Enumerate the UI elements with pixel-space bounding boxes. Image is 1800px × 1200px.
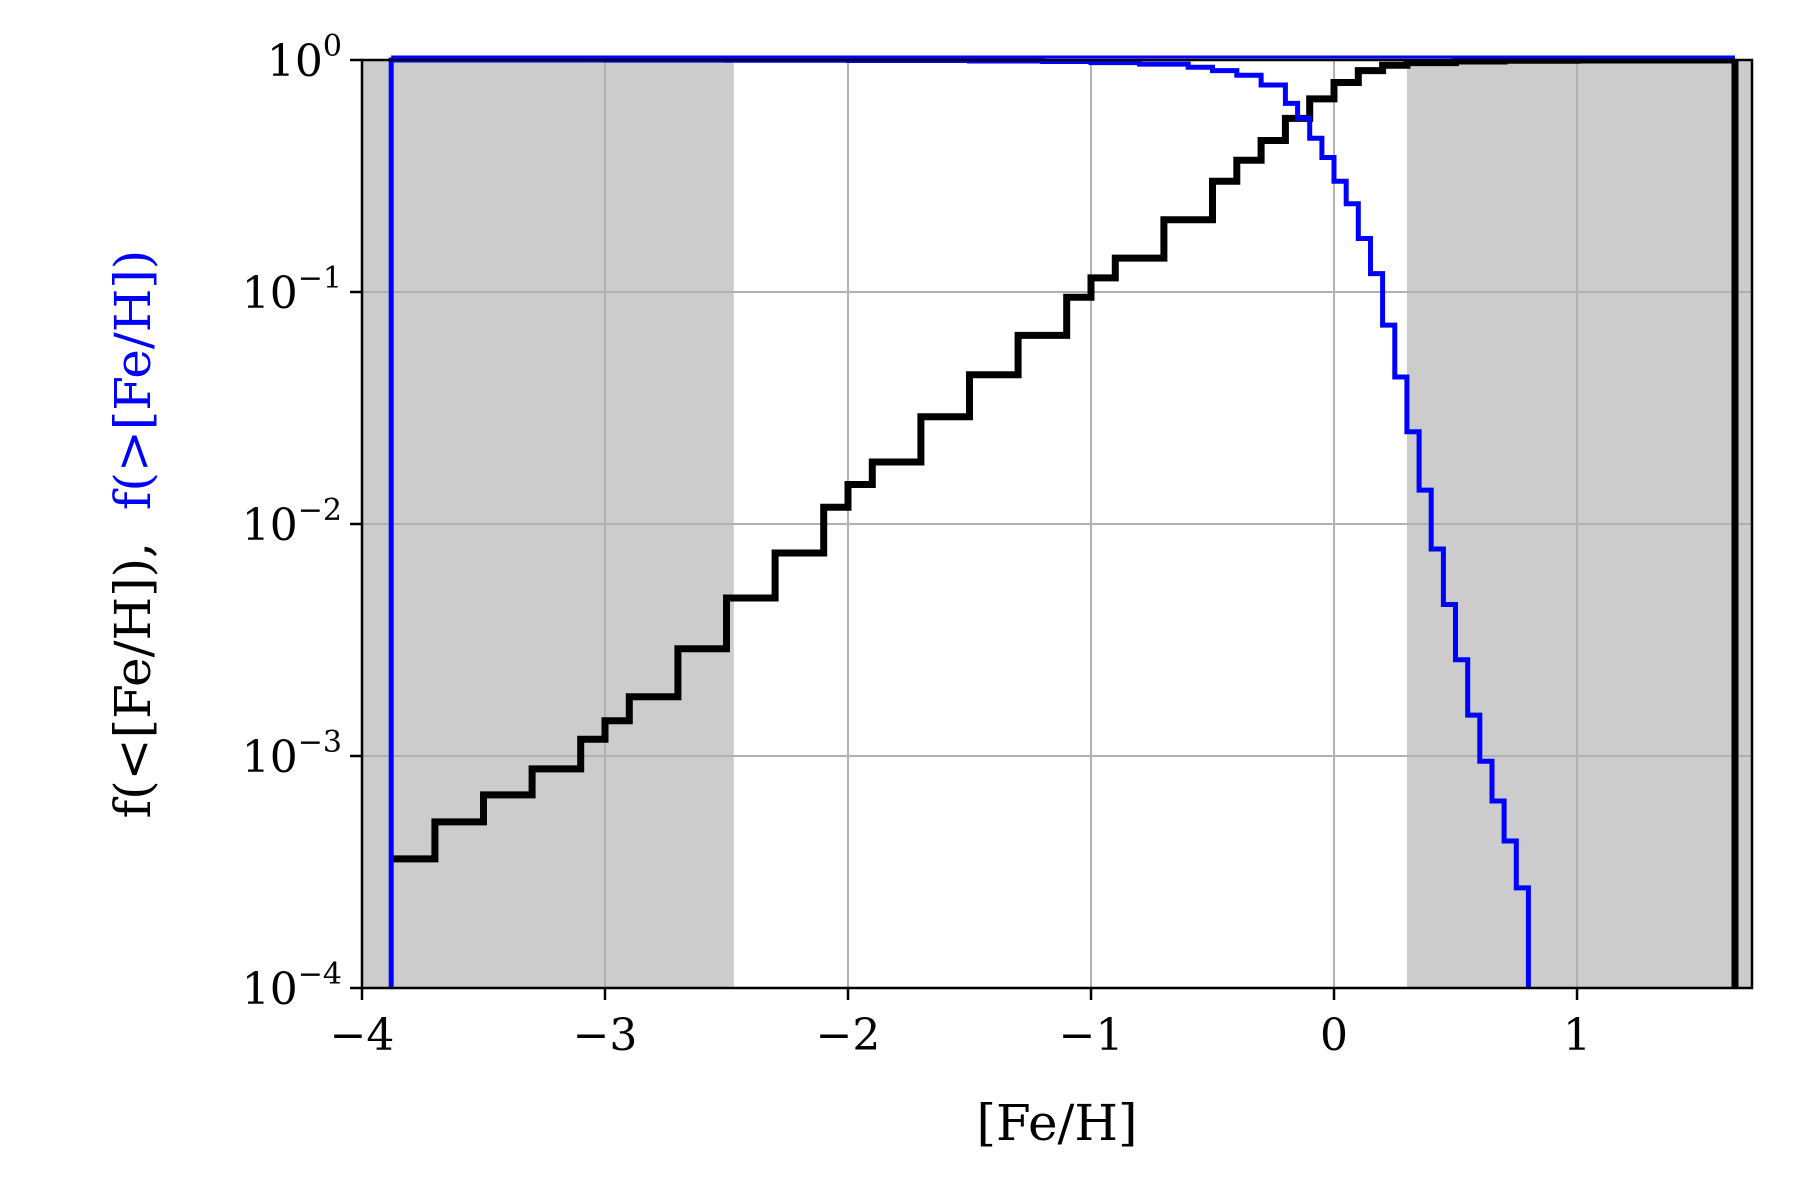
y-axis-label: f(<[Fe/H]), f(>[Fe/H]) [104, 250, 162, 819]
y-ticks: 100 10−1 10−2 10−3 10−4 [242, 29, 362, 1015]
y-axis-label-cumulative-above: f(>[Fe/H]) [104, 250, 162, 510]
y-tick-label: 10−4 [242, 957, 342, 1015]
x-tick-label: −1 [1059, 1010, 1124, 1061]
y-axis-label-cumulative-below: f(<[Fe/H]), [104, 542, 162, 818]
x-axis-label: [Fe/H] [976, 1094, 1137, 1152]
y-tick-label: 100 [267, 29, 342, 87]
series-line-0 [391, 56, 1735, 863]
x-tick-label: 1 [1563, 1010, 1591, 1061]
y-tick-label: 10−3 [242, 725, 342, 783]
x-tick-label: −4 [330, 1010, 395, 1061]
x-tick-label: 0 [1320, 1010, 1348, 1061]
y-tick-label: 10−2 [242, 493, 342, 551]
x-tick-label: −3 [573, 1010, 638, 1061]
x-ticks: −4 −3 −2 −1 0 1 [330, 988, 1591, 1061]
x-tick-label: −2 [816, 1010, 881, 1061]
y-tick-label: 10−1 [242, 261, 342, 319]
